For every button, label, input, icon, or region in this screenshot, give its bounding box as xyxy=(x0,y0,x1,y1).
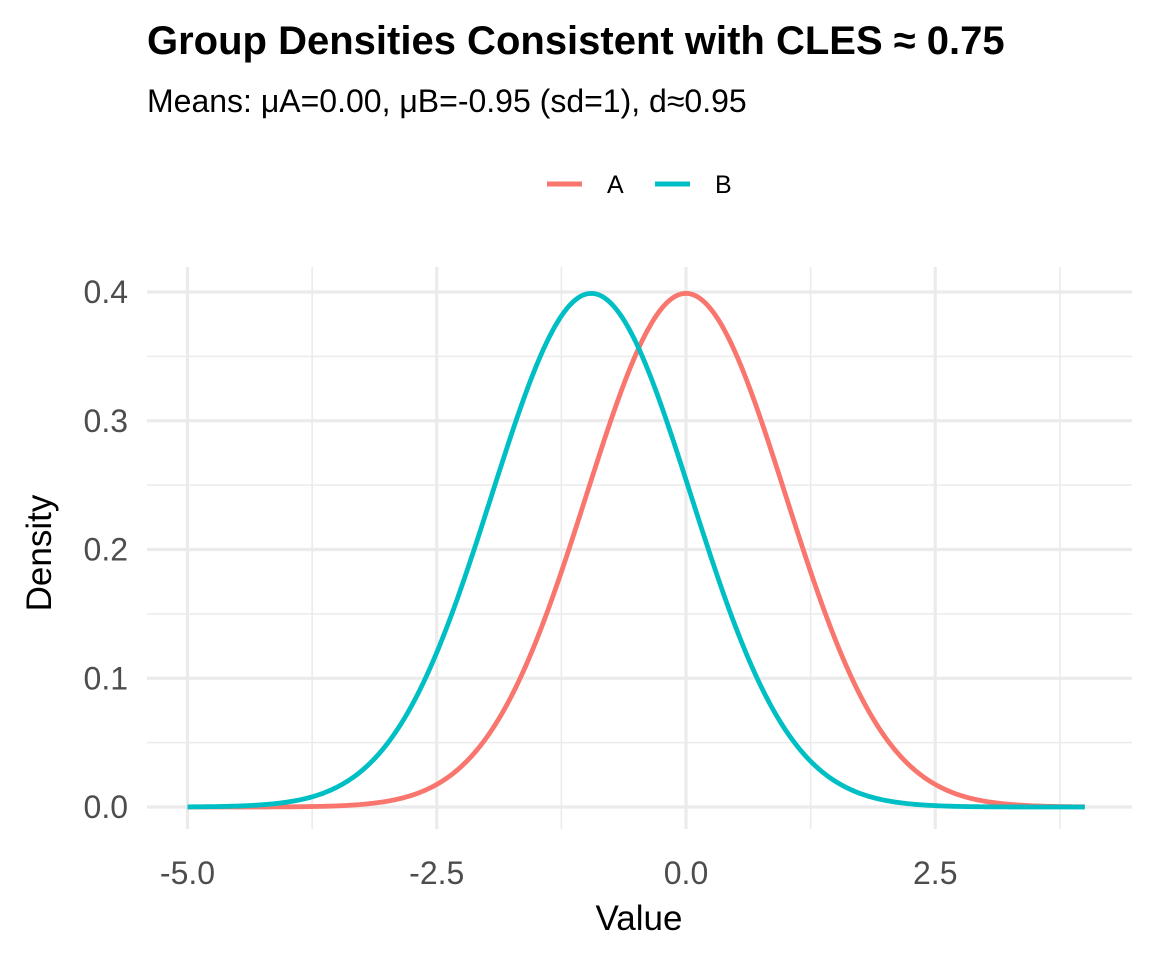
legend-label-b: B xyxy=(715,171,732,199)
series-line-a xyxy=(187,290,1085,810)
plot-panel xyxy=(147,267,1132,829)
legend-label-a: A xyxy=(607,171,624,199)
series-lines xyxy=(187,290,1085,810)
y-tick-label: 0.0 xyxy=(84,789,128,825)
major-gridlines xyxy=(147,267,1132,829)
y-axis-ticks: 0.0 0.1 0.2 0.3 0.4 xyxy=(84,274,128,825)
y-tick-label: 0.2 xyxy=(84,532,128,568)
y-tick-label: 0.4 xyxy=(84,274,128,310)
y-axis-title: Density xyxy=(20,494,59,611)
x-axis-title: Value xyxy=(596,899,683,938)
chart-subtitle: Means: μA=0.00, μB=-0.95 (sd=1), d≈0.95 xyxy=(147,83,747,119)
y-tick-label: 0.1 xyxy=(84,660,128,696)
y-tick-label: 0.3 xyxy=(84,403,128,439)
x-axis-ticks: -5.0 -2.5 0.0 2.5 xyxy=(160,855,958,891)
series-line-b xyxy=(187,290,1085,810)
x-tick-label: 2.5 xyxy=(913,855,957,891)
x-tick-label: -5.0 xyxy=(160,855,215,891)
chart-title: Group Densities Consistent with CLES ≈ 0… xyxy=(147,19,1005,63)
x-tick-label: -2.5 xyxy=(409,855,464,891)
x-tick-label: 0.0 xyxy=(664,855,708,891)
